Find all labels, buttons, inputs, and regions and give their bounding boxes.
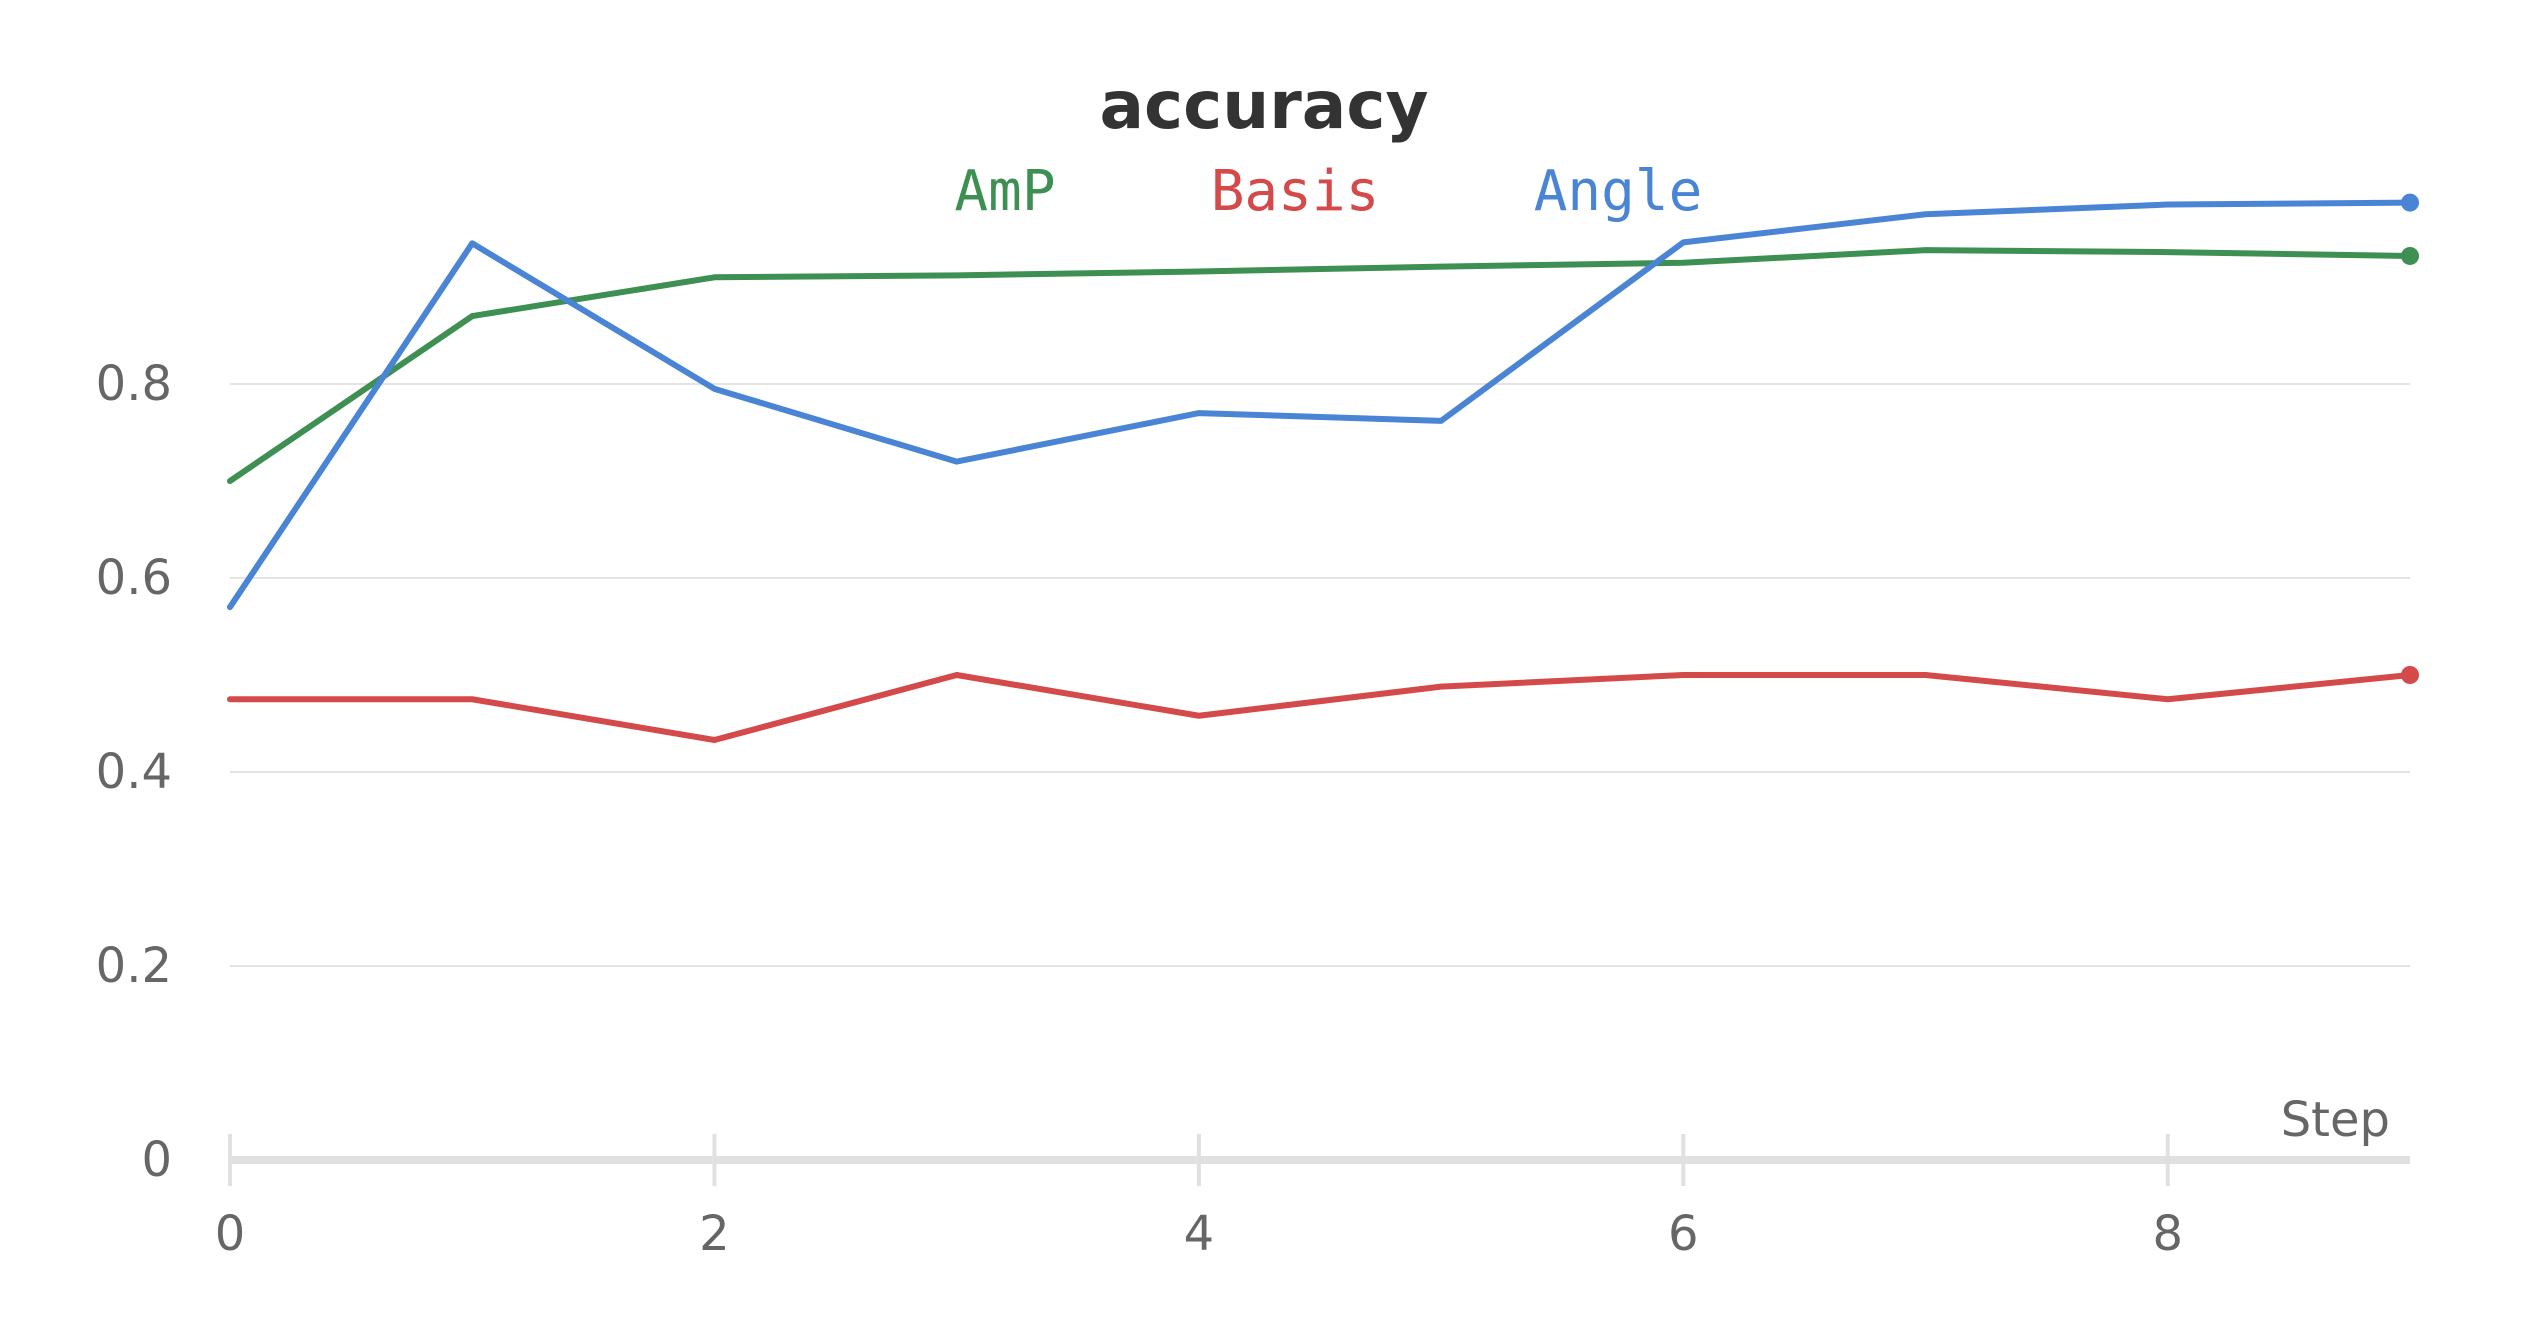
x-tick-label: 6 (1668, 1206, 1699, 1262)
gridlines (230, 383, 2410, 967)
x-tick-labels: 0 2 4 6 8 (215, 1206, 2183, 1262)
legend-item-angle[interactable]: Angle (1534, 159, 1703, 224)
series-line-angle (227, 199, 2413, 611)
y-tick-label: 0.8 (96, 356, 172, 412)
x-axis (228, 1134, 2410, 1186)
series-line-amp (227, 247, 2413, 484)
series-line-basis (227, 672, 2413, 743)
legend: AmP Basis Angle (954, 159, 1702, 224)
y-tick-label: 0.4 (96, 744, 172, 800)
y-tick-label: 0 (141, 1132, 172, 1188)
chart-title: accuracy (1099, 67, 1428, 144)
y-tick-label: 0.2 (96, 938, 172, 994)
legend-item-amp[interactable]: AmP (954, 159, 1055, 224)
series-end-point-amp (2401, 246, 2419, 265)
x-tick-label: 4 (1184, 1206, 1215, 1262)
y-tick-labels: 0 0.2 0.4 0.6 0.8 (96, 356, 172, 1188)
series-end-point-basis (2401, 666, 2419, 684)
legend-item-basis[interactable]: Basis (1211, 159, 1380, 224)
x-tick-label: 8 (2153, 1206, 2184, 1262)
series-end-point-angle (2401, 193, 2419, 212)
x-tick-label: 0 (215, 1206, 246, 1262)
x-tick-label: 2 (699, 1206, 730, 1262)
x-axis-label: Step (2281, 1092, 2390, 1148)
y-tick-label: 0.6 (96, 550, 172, 606)
series-lines (227, 193, 2419, 743)
